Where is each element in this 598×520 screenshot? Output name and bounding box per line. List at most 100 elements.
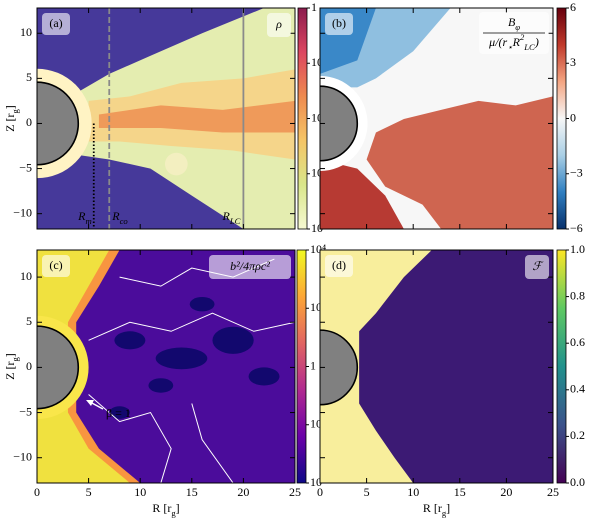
- region: [320, 250, 432, 483]
- panel-frame: [319, 7, 554, 230]
- quantity-part: ⋆: [507, 42, 513, 52]
- annotation-label-part: m: [86, 216, 92, 226]
- x-tick-label: 25: [547, 485, 559, 499]
- colorbar-tick-label: −3: [570, 166, 583, 180]
- y-tick-label: −5: [19, 160, 32, 174]
- annotation-label-part: R: [221, 209, 230, 223]
- heatmap-image: [320, 250, 553, 483]
- colorbar: [556, 7, 567, 230]
- panel-frame: [36, 7, 296, 230]
- y-axis-label-part: g: [10, 356, 20, 361]
- panel-label-box: [325, 13, 353, 35]
- region: [164, 152, 188, 176]
- annotation-label-part: R: [77, 209, 86, 223]
- quantity-part: 2: [520, 32, 525, 42]
- quantity-part: R: [512, 35, 521, 49]
- colorbar: [296, 249, 307, 484]
- y-axis-label: Z [rg]: [3, 353, 20, 380]
- panel-label-box: [325, 255, 353, 277]
- y-axis-label-part: ]: [3, 353, 17, 357]
- y-tick-label: 10: [20, 269, 32, 283]
- region: [114, 331, 146, 350]
- y-tick-label: 0: [26, 115, 32, 129]
- colorbar-tick-label: 1: [311, 0, 317, 14]
- x-tick-label: 0: [34, 485, 40, 499]
- quantity-label: ℱ: [532, 259, 544, 273]
- annotation-label-part: β = 1: [106, 406, 131, 420]
- region: [109, 406, 130, 419]
- panel-label: (a): [49, 16, 62, 30]
- annotation-label-part: R: [111, 209, 120, 223]
- star: [320, 85, 359, 162]
- y-axis-label: Z [rg]: [3, 105, 20, 132]
- quantity-part: B: [508, 15, 516, 29]
- panel-label: (b): [332, 16, 346, 30]
- x-axis-label-part: R [r: [152, 501, 171, 515]
- y-tick-label: 5: [26, 70, 32, 84]
- quantity-box: [209, 255, 291, 279]
- quantity-box: [267, 13, 291, 37]
- y-axis-label-part: Z [r: [3, 361, 17, 379]
- quantity-denominator: μ/(r⋆R2LC): [488, 32, 539, 52]
- x-axis-label-part: ]: [176, 501, 180, 515]
- panel-label: (c): [49, 258, 62, 272]
- arrow-head: [86, 400, 94, 406]
- x-tick-label: 10: [407, 485, 419, 499]
- y-axis-label-part: g: [10, 108, 20, 113]
- heatmap-image: [37, 250, 295, 483]
- quantity-label-part: ρ: [275, 17, 282, 31]
- x-axis-label-part: g: [171, 508, 176, 518]
- panel-frame: [319, 249, 554, 484]
- star: [37, 325, 80, 410]
- quantity-part: φ: [515, 22, 520, 32]
- colorbar-tick-label: 6: [570, 0, 576, 14]
- x-tick-label: 15: [186, 485, 198, 499]
- x-tick-label: 0: [317, 485, 323, 499]
- colorbar-tick-label: 0.2: [570, 428, 585, 442]
- x-axis-label-part: R [r: [423, 501, 442, 515]
- heatmap-image: [37, 8, 295, 229]
- region: [37, 250, 130, 483]
- colorbar-tick-label: 0: [570, 110, 576, 124]
- x-axis-label-part: ]: [446, 501, 450, 515]
- annotation-label-part: co: [120, 216, 129, 226]
- colorbar-tick-label: 3: [570, 55, 576, 69]
- x-tick-label: 20: [237, 485, 249, 499]
- x-tick-label: 15: [454, 485, 466, 499]
- panel-label-box: [42, 13, 70, 35]
- colorbar-tick-label: 1.0: [570, 242, 585, 256]
- colorbar-tick-label: 0.8: [570, 288, 585, 302]
- y-tick-label: −5: [19, 404, 32, 418]
- annotation-label: Rco: [111, 209, 128, 226]
- region: [155, 347, 208, 370]
- region: [98, 100, 295, 133]
- quantity-label-part: b²/4πρc²: [230, 259, 270, 273]
- region: [148, 378, 174, 393]
- contour: [191, 403, 234, 483]
- annotation-label: β = 1: [106, 406, 131, 420]
- quantity-label: ρ: [275, 17, 282, 31]
- quantity-part: LC: [523, 42, 535, 52]
- region: [248, 367, 280, 386]
- y-tick-label: 0: [26, 359, 32, 373]
- x-axis-label: R [rg]: [423, 501, 450, 518]
- y-tick-label: 5: [26, 314, 32, 328]
- colorbar-tick-label: 0.0: [570, 475, 585, 489]
- quantity-label: b²/4πρc²: [230, 259, 270, 273]
- y-axis-label-part: ]: [3, 105, 17, 109]
- colorbar-tick-label: 0.4: [570, 382, 585, 396]
- colorbar-tick-label: 1: [310, 358, 316, 372]
- contour: [88, 312, 295, 341]
- star: [37, 81, 80, 166]
- annotation-label-part: LC: [229, 216, 241, 226]
- annotation-label: Rm: [77, 209, 92, 226]
- x-tick-label: 5: [364, 485, 370, 499]
- annotation-label: RLC: [221, 209, 240, 226]
- region: [212, 326, 254, 354]
- region: [320, 159, 404, 229]
- contour: [88, 394, 172, 483]
- quantity-label-part: ℱ: [532, 259, 544, 273]
- x-tick-label: 10: [134, 485, 146, 499]
- panel-frame: [36, 249, 296, 484]
